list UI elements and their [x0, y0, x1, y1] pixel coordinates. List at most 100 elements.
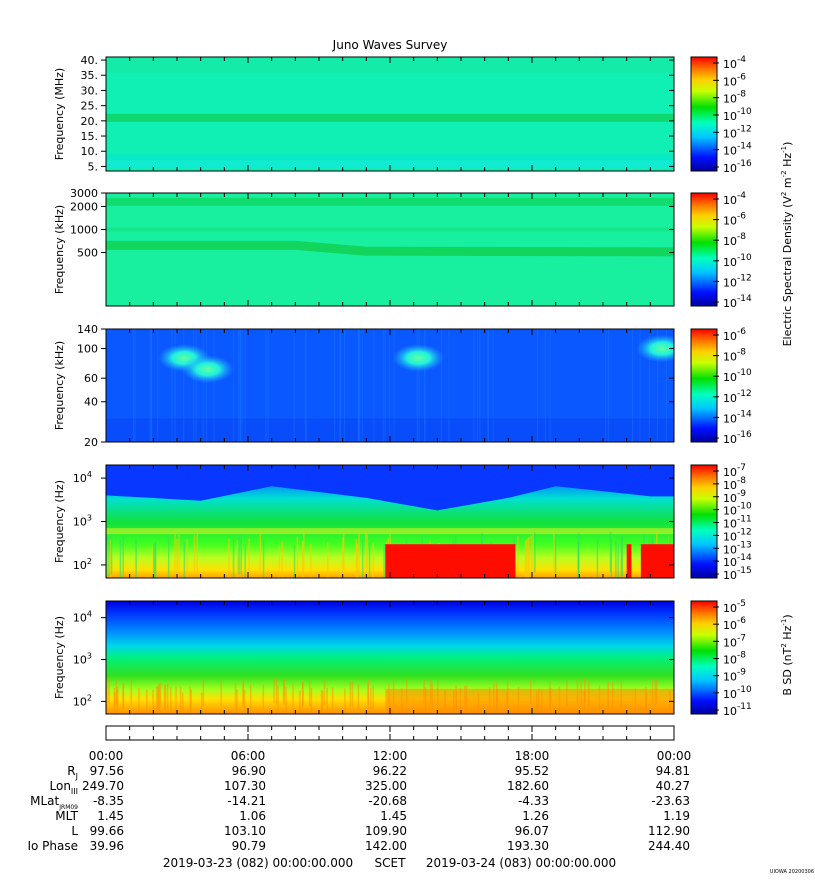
texture-streak: [342, 532, 345, 573]
texture-streak: [537, 329, 539, 442]
ephemeris-label: R: [67, 764, 75, 778]
colorbar-tick-base: 10: [723, 530, 737, 543]
texture-streak: [605, 329, 607, 442]
y-axis-label: Frequency (kHz): [53, 341, 66, 430]
colorbar-tick-base: 10: [723, 518, 737, 531]
emission-patch: [636, 334, 674, 363]
colorbar-tick-base: 10: [723, 492, 737, 505]
y-tick-label: 100: [77, 343, 98, 356]
ephemeris-value: 244.40: [648, 839, 690, 853]
colorbar-tick-label: 10-10: [723, 685, 752, 701]
texture-streak: [181, 692, 184, 714]
ephemeris-row-label: LonIII: [50, 779, 79, 796]
texture-streak: [632, 329, 634, 442]
upper-quiet-region: [106, 465, 674, 511]
magnetic-label-main: B SD (nT: [781, 647, 794, 695]
ephemeris-value: 99.66: [90, 824, 124, 838]
x-tick-label: 12:00: [373, 749, 408, 763]
texture-streak: [525, 539, 528, 578]
emission-line-600hz: [106, 528, 674, 535]
spectrogram-image: [106, 193, 674, 306]
colorbar-tick-exponent: -14: [737, 553, 752, 563]
texture-streak: [302, 681, 304, 707]
texture-streak: [340, 329, 342, 442]
texture-streak: [321, 690, 324, 714]
y-tick-label: 15.: [81, 130, 99, 143]
y-tick-label: 104: [73, 470, 92, 485]
emission-patch: [181, 355, 234, 384]
colorbar-tick-exponent: -12: [737, 124, 752, 134]
y-tick-base: 10: [73, 654, 87, 667]
texture-streak: [119, 539, 122, 578]
colorbar-tick-exponent: -10: [737, 107, 752, 117]
colorbar-tick-exponent: -6: [737, 327, 746, 337]
texture-streak: [492, 329, 494, 442]
texture-streak: [349, 681, 352, 707]
colorbar-tick-exponent: -11: [737, 515, 752, 525]
colorbar-tick-label: 10-9: [723, 489, 746, 505]
y-tick-label: 102: [73, 557, 92, 572]
texture-streak: [476, 329, 478, 442]
texture-streak: [530, 535, 533, 576]
texture-streak: [202, 680, 205, 706]
texture-streak: [293, 544, 296, 578]
colorbar-tick-exponent: -10: [737, 253, 752, 263]
texture-streak: [366, 532, 368, 573]
y-tick-base: 10: [73, 472, 87, 485]
texture-streak: [326, 687, 328, 714]
texture-streak: [416, 329, 418, 442]
texture-streak: [190, 689, 192, 714]
texture-streak: [517, 536, 519, 577]
texture-streak: [615, 540, 617, 578]
texture-streak: [292, 683, 294, 710]
texture-streak: [138, 687, 140, 713]
ephemeris-value: 112.90: [648, 824, 690, 838]
texture-streak: [236, 689, 238, 714]
texture-streak: [152, 689, 154, 714]
ephemeris-value: 1.45: [380, 809, 407, 823]
texture-streak: [326, 542, 329, 578]
colorbar-tick-base: 10: [723, 433, 737, 446]
colorbar-tick-base: 10: [723, 371, 737, 384]
colorbar-tick-exponent: -4: [737, 55, 746, 65]
texture-streak: [189, 686, 192, 712]
ephemeris-value: 1.06: [239, 809, 266, 823]
colorbar-tick-label: 10-6: [723, 212, 746, 228]
texture-streak: [154, 541, 157, 578]
colorbar-tick-label: 10-6: [723, 72, 746, 88]
emission-band-1000khz: [106, 227, 674, 232]
texture-streak: [110, 534, 113, 575]
texture-streak: [267, 329, 269, 442]
spectrogram-image: [106, 465, 674, 578]
texture-streak: [242, 681, 244, 707]
spectrogram-image: [106, 601, 674, 714]
colorbar-scale: [690, 600, 718, 715]
emission-band-21mhz: [106, 113, 674, 122]
colorbar-tick-base: 10: [723, 602, 737, 615]
texture-streak: [310, 687, 313, 714]
texture-streak: [342, 537, 344, 578]
magnetic-label-hz: Hz: [781, 625, 794, 643]
colorbar-scale: [690, 328, 718, 443]
texture-streak: [122, 536, 124, 577]
y-tick-label: 35.: [81, 69, 99, 82]
ephemeris-label: MLT: [55, 809, 78, 823]
texture-streak: [116, 689, 118, 714]
colorbar-tick-exponent: -14: [737, 142, 752, 152]
colorbar-tick-base: 10: [723, 58, 737, 71]
texture-streak: [196, 532, 198, 573]
y-tick-label: 3000: [70, 187, 98, 200]
texture-streak: [233, 329, 235, 442]
texture-streak: [176, 538, 178, 578]
y-axis-label: Frequency (MHz): [53, 68, 66, 160]
colorbar-tick-label: 10-10: [723, 107, 752, 123]
texture-streak: [373, 329, 375, 442]
texture-streak: [244, 329, 246, 442]
colorbar-tick-exponent: -10: [737, 685, 752, 695]
spectrogram-image: [106, 57, 674, 171]
colorbar-tick-base: 10: [723, 505, 737, 518]
y-tick-base: 10: [73, 559, 87, 572]
y-tick-base: 10: [73, 695, 87, 708]
chart-title: Juno Waves Survey: [332, 38, 448, 52]
